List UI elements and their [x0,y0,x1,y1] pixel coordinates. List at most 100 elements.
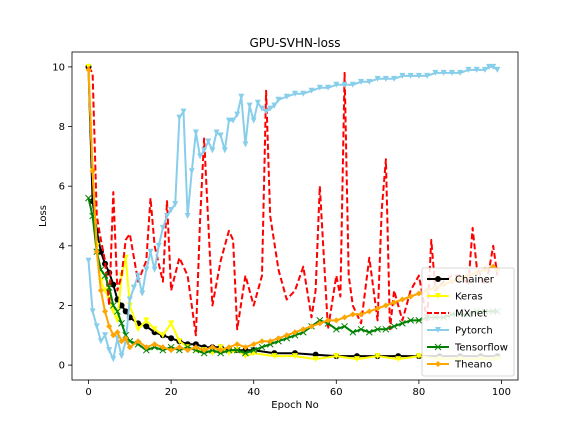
data-point [225,117,232,124]
data-point [254,99,261,106]
data-point [415,72,422,79]
x-tick-label: 40 [247,387,260,398]
data-point [188,168,195,175]
data-point [213,129,220,136]
legend-item-chainer: Chainer [427,275,495,286]
data-point [325,317,332,324]
data-point [391,299,398,306]
data-point [374,75,381,82]
series-line-mxnet [87,66,499,337]
data-point [110,308,117,315]
data-point [209,344,216,351]
data-point [292,353,298,360]
data-point [432,69,439,76]
data-point [168,207,175,214]
data-point [105,284,113,291]
data-point [135,326,142,333]
x-axis: 0 20 40 60 80 100 [85,380,511,398]
data-point [341,314,348,321]
data-point [275,335,282,342]
data-point [308,87,315,94]
data-point [341,81,348,88]
x-tick-label: 100 [492,387,511,398]
data-point [374,353,381,360]
legend: Chainer Keras MXnet Pytorch Tensorflow Theano [421,267,515,377]
data-point [93,248,100,255]
data-point [97,338,104,345]
data-point [365,328,373,336]
data-point [221,147,228,154]
data-point [151,341,158,348]
data-point [382,75,389,82]
data-point [457,69,464,76]
x-tick-label: 20 [165,387,178,398]
data-point [440,69,447,76]
data-point [374,325,381,333]
data-point [102,287,109,294]
data-point [415,317,423,324]
data-point [341,322,348,330]
data-point [233,346,241,354]
data-point [85,257,92,264]
data-point [102,332,109,339]
data-point [300,326,307,333]
data-point [118,302,125,309]
data-point [159,224,166,231]
data-point [106,347,113,354]
data-point [155,242,162,249]
data-point [333,81,340,88]
y-tick-label: 0 [59,361,65,372]
data-point [97,287,104,294]
data-point [357,325,365,333]
data-point [258,343,266,351]
data-point [102,308,109,315]
data-point [391,75,398,82]
data-point [118,319,125,327]
legend-label: MXnet [455,309,487,320]
data-point [192,344,199,351]
data-point [168,320,175,327]
data-point [275,96,282,103]
data-point [283,332,290,339]
data-point [126,296,133,303]
data-point [242,344,249,351]
data-point [382,302,389,309]
data-point [434,343,442,351]
data-point [225,344,232,351]
data-point [366,308,373,315]
legend-label: Chainer [455,275,495,286]
data-point [159,344,166,351]
data-point [126,344,133,351]
data-point [114,329,121,336]
data-point [258,338,265,345]
data-point [130,284,137,291]
data-point [168,335,175,342]
legend-item-pytorch: Pytorch [427,326,493,337]
data-point [258,105,265,112]
data-point [242,141,249,148]
data-point [292,90,298,97]
data-point [316,320,323,327]
data-point [448,69,455,76]
data-point [85,194,92,202]
data-point [415,290,422,297]
y-tick-label: 6 [59,182,65,193]
data-point [325,84,332,91]
data-point [143,317,150,324]
data-point [151,326,158,333]
legend-label: Theano [454,360,492,371]
y-tick-label: 8 [59,122,65,133]
data-point [358,311,365,318]
x-tick-label: 80 [413,387,426,398]
data-point [114,308,121,315]
data-point [415,353,422,360]
data-point [172,201,179,208]
data-point [110,281,117,288]
data-point [312,356,319,363]
data-point [407,72,414,79]
data-point [424,72,431,79]
data-point [209,147,216,154]
data-point [250,341,257,348]
data-point [238,93,245,100]
data-point [93,323,100,330]
